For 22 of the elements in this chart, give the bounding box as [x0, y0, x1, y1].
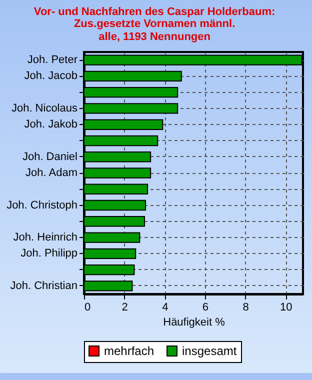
text: alle, 1193 Nennungen	[98, 31, 210, 43]
y-tick-label: Joh. Philipp	[20, 248, 78, 260]
y-tick-label: Joh. Nicolaus	[11, 102, 78, 114]
chart-title: Vor- und Nachfahren des Caspar Holderbaum:	[34, 6, 276, 18]
legend-label: mehrfach	[104, 344, 154, 358]
y-tick-label: Joh. Daniel	[22, 150, 78, 163]
x-axis-title: Häufigkeit %	[163, 316, 226, 328]
x-tick-label: 0	[84, 302, 91, 314]
legend-label: insgesamt	[182, 344, 238, 358]
y-tick-label: Joh. Jakob	[24, 118, 78, 131]
x-tick-label: 2	[122, 302, 128, 314]
text: Zus.gesetzte Vornamen männl.	[74, 18, 236, 30]
x-tick-label: 4	[162, 302, 168, 314]
y-tick-label: Joh. Christoph	[6, 199, 78, 212]
x-tick-label: 6	[202, 302, 209, 314]
x-tick-label: 10	[280, 302, 292, 314]
y-tick-label: Joh. Heinrich	[13, 232, 78, 244]
y-tick-label: Joh. Jacob	[24, 70, 78, 82]
y-tick-label: Joh. Christian	[10, 280, 78, 292]
x-tick-label: 8	[242, 302, 249, 314]
y-tick-label: Joh. Peter	[27, 54, 78, 66]
y-tick-label: Joh. Adam	[26, 167, 78, 179]
